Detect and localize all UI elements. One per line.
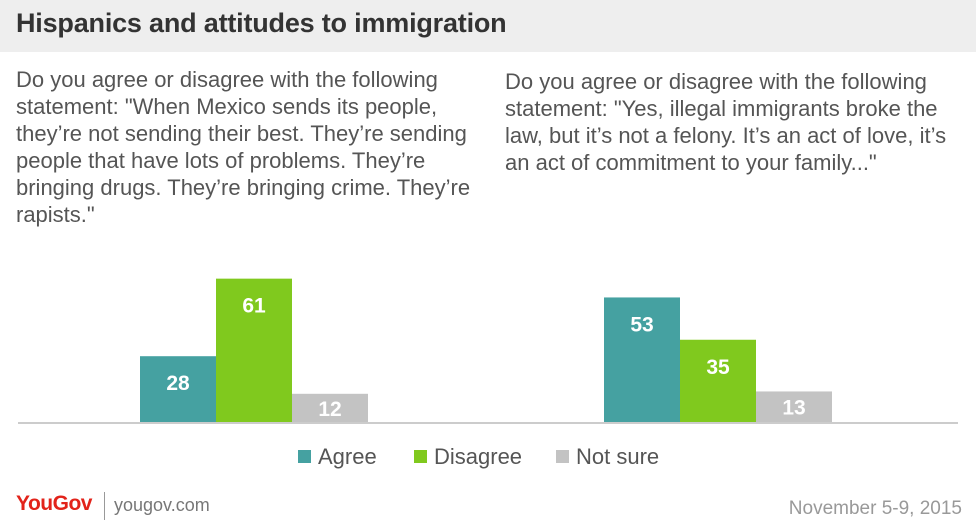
bar-not-sure-group-2 [756,391,832,422]
legend-swatch-agree [298,449,311,463]
bar-chart: 28 61 12 53 35 13 [18,278,958,424]
bar-agree-group-1 [140,356,216,422]
data-label-not-sure-group-2: 13 [782,397,805,420]
data-label-disagree-group-1: 61 [242,295,266,318]
footer-date: November 5-9, 2015 [788,498,962,519]
legend-item-not-sure: Not sure [556,444,659,470]
legend-label-disagree: Disagree [434,444,523,469]
page-title: Hispanics and attitudes to immigration [16,8,507,38]
legend-swatch-not-sure [556,449,569,463]
legend-swatch-disagree [414,449,427,463]
data-label-agree-group-2: 53 [630,313,653,336]
legend-label-agree: Agree [318,444,377,469]
legend-item-disagree: Disagree [414,444,522,470]
question-2-text: Do you agree or disagree with the follow… [505,69,947,175]
legend-label-not-sure: Not sure [576,444,660,469]
footer-divider [104,492,105,520]
data-label-disagree-group-2: 35 [706,356,730,379]
data-label-not-sure-group-1: 12 [318,398,341,421]
legend-item-agree: Agree [298,444,377,470]
footer-site-link[interactable]: yougov.com [114,495,210,515]
question-1-text: Do you agree or disagree with the follow… [16,67,471,227]
bar-disagree-group-1 [216,278,292,422]
yougov-logo: YouGov [16,492,92,515]
bar-disagree-group-2 [680,339,756,422]
bar-not-sure-group-1 [292,393,368,422]
bar-agree-group-2 [604,297,680,422]
data-label-agree-group-1: 28 [166,372,190,395]
header-bar: Hispanics and attitudes to immigration [0,0,976,52]
